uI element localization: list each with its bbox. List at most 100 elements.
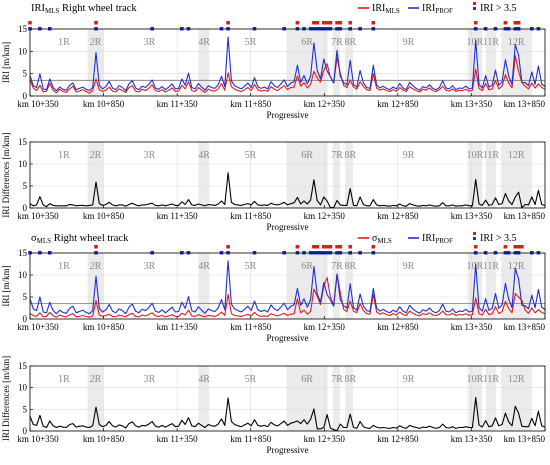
flag-marker-mls [94, 245, 98, 249]
x-tick-label: km 10+350 [17, 99, 59, 109]
legend-flag-label: IRI > 3.5 [480, 3, 516, 14]
flag-marker-mls [516, 21, 521, 25]
flag-marker-mls [325, 21, 329, 25]
zone-band-4R [198, 29, 210, 96]
x-axis-label: Progressive [267, 110, 309, 120]
zone-band-12R [501, 366, 533, 431]
flag-marker-mls [503, 245, 508, 249]
x-tick-label: km 12+850 [377, 211, 419, 221]
chart-title-sub: MLS [37, 237, 52, 245]
y-tick-label: 0 [23, 203, 28, 213]
x-tick-label: km 13+850 [504, 434, 546, 444]
x-tick-label: km 13+850 [504, 99, 546, 109]
series-line--mls [29, 274, 546, 318]
flag-marker-mls [348, 245, 353, 249]
y-axis-label: IRI [m/km] [1, 42, 11, 83]
zone-label: 1R [58, 261, 70, 272]
legend-entry: IRIPROF [422, 3, 453, 15]
x-tick-label: km 10+850 [83, 99, 125, 109]
series-line-iri-mls [29, 55, 546, 94]
zone-label: 12R [508, 261, 525, 272]
flag-marker-mls [28, 21, 32, 25]
y-tick-label: 15 [18, 248, 28, 258]
zone-label: 11R [483, 261, 500, 272]
x-tick-label: km 13+850 [504, 322, 546, 332]
flag-marker-mls [325, 245, 329, 249]
zone-label: 2R [90, 374, 102, 385]
zone-label: 2R [90, 150, 102, 161]
flag-marker-mls [322, 245, 326, 249]
x-tick-label: km 13+850 [504, 211, 546, 221]
y-tick-label: 5 [23, 181, 28, 191]
legend-main: IRI [422, 233, 435, 244]
zone-band-4R [198, 142, 210, 208]
chart-title-sub: MLS [45, 7, 60, 15]
y-tick-label: 10 [18, 46, 28, 56]
legend-sub: MLS [385, 7, 400, 15]
zone-band-2R [87, 142, 104, 208]
legend-entry: IRIPROF [422, 233, 453, 245]
chart-title-main: IRI [31, 3, 46, 14]
zone-band-11R [485, 142, 497, 208]
x-axis-label: Progressive [267, 333, 309, 343]
flag-marker-mls [473, 21, 478, 25]
y-axis-label: IRI Differences [m/km] [1, 132, 11, 217]
zone-label: 11R [483, 150, 500, 161]
zone-band-6R [286, 253, 328, 319]
zone-label: 8R [344, 150, 356, 161]
x-tick-label: km 11+350 [157, 434, 198, 444]
zone-label: 1R [58, 374, 70, 385]
zone-label: 12R [508, 374, 525, 385]
flag-marker-mls [473, 245, 478, 249]
flag-marker-mls [503, 21, 508, 25]
zone-band-6R [286, 29, 328, 96]
y-tick-label: 10 [18, 159, 28, 169]
zone-label: 9R [403, 374, 415, 385]
zone-label: 8R [344, 37, 356, 48]
zone-label: 4R [198, 37, 210, 48]
zone-label: 6R [301, 37, 313, 48]
flag-marker-mls [328, 21, 333, 25]
legend-flag-blue [473, 237, 476, 240]
flag-marker-mls [371, 245, 376, 249]
x-tick-label: km 11+350 [157, 99, 198, 109]
x-tick-label: km 12+350 [304, 434, 346, 444]
x-axis-label: Progressive [267, 222, 309, 232]
series-line-iri-prof [29, 260, 546, 315]
flag-marker-mls [348, 21, 353, 25]
flag-marker-mls [94, 21, 98, 25]
panel-2: 1R 2R 3R 4R 5R 6R 7R 8R 9R 10R 11R 12R 0 5 10 15 km 10+3… [1, 132, 545, 232]
flag-marker-mls [371, 21, 376, 25]
zone-label: 11R [483, 37, 500, 48]
zone-label: 10R [467, 374, 484, 385]
y-tick-label: 0 [23, 426, 28, 436]
x-tick-label: km 13+350 [451, 322, 493, 332]
zone-label: 9R [403, 150, 415, 161]
x-tick-label: km 13+350 [451, 434, 493, 444]
zone-label: 3R [144, 374, 156, 385]
axes-box [29, 252, 546, 320]
flag-marker-mls [315, 21, 320, 25]
flag-marker-mls [312, 245, 316, 249]
flag-marker-mls [295, 21, 300, 25]
x-tick-label: km 11+850 [230, 99, 271, 109]
x-tick-label: km 12+850 [377, 99, 419, 109]
flag-marker-mls [513, 21, 518, 25]
panel-4: 1R 2R 3R 4R 5R 6R 7R 8R 9R 10R 11R 12R 0 5 10 15 km 10+3… [1, 356, 545, 455]
legend-main: IRI [422, 3, 435, 14]
zone-band-11R [485, 253, 497, 319]
zone-label: 2R [90, 261, 102, 272]
x-tick-label: km 12+350 [304, 211, 346, 221]
y-tick-label: 5 [23, 69, 28, 79]
flag-marker-mls [322, 21, 326, 25]
x-tick-label: km 11+350 [157, 211, 198, 221]
flag-marker-mls [520, 245, 524, 249]
zone-band-8R [345, 142, 353, 208]
x-tick-label: km 10+350 [17, 434, 59, 444]
y-axis-label: IRI Differences [m/km] [1, 356, 11, 441]
x-tick-label: km 11+350 [157, 322, 198, 332]
axes-box [29, 28, 546, 97]
zone-label: 11R [483, 374, 500, 385]
x-tick-label: km 12+850 [377, 434, 419, 444]
